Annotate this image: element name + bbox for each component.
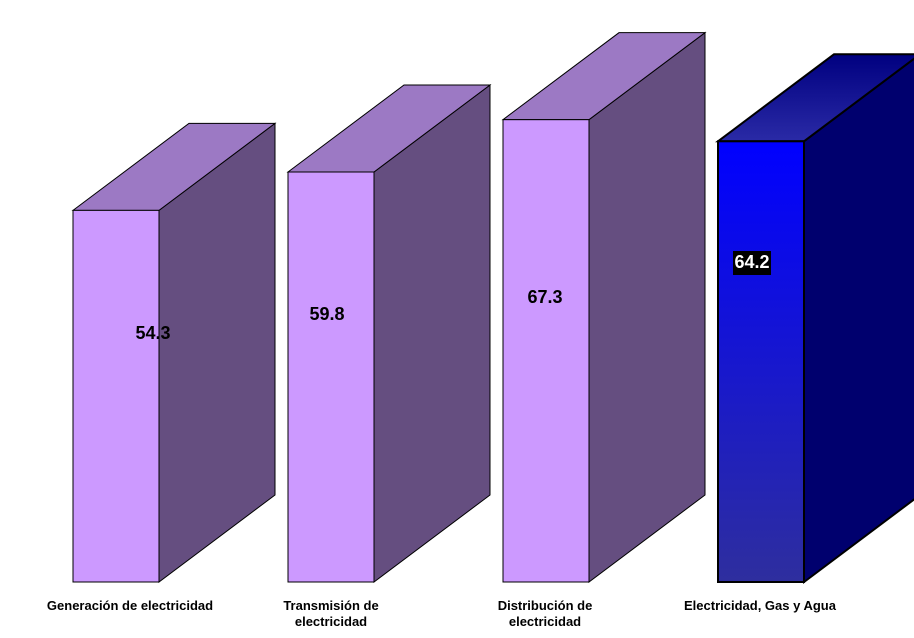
category-label-line: electricidad bbox=[509, 614, 581, 629]
bar-value-label: 54.3 bbox=[135, 323, 170, 343]
bar-value-label: 59.8 bbox=[309, 304, 344, 324]
bar-front-face bbox=[502, 119, 590, 583]
bar-value-label-background bbox=[733, 251, 771, 275]
bar-4: 64.2 bbox=[714, 53, 914, 584]
bar-value-label: 64.2 bbox=[734, 252, 769, 272]
category-label-line: Distribución de bbox=[498, 598, 593, 613]
bar-front-face bbox=[287, 171, 375, 583]
category-label-line: Electricidad, Gas y Agua bbox=[684, 598, 837, 613]
bar-1: 54.3 bbox=[71, 122, 277, 583]
bar-side-face bbox=[803, 57, 914, 584]
category-label-line: Generación de electricidad bbox=[47, 598, 213, 613]
bar-value-label: 67.3 bbox=[527, 287, 562, 307]
bar-3: 67.3 bbox=[501, 31, 707, 583]
category-label: Electricidad, Gas y Agua bbox=[684, 598, 837, 613]
category-label-line: electricidad bbox=[295, 614, 367, 629]
bar-front-face bbox=[717, 140, 805, 583]
category-label: Generación de electricidad bbox=[47, 598, 213, 613]
category-label-line: Transmisión de bbox=[283, 598, 378, 613]
bars-layer: 54.3 59.8 67.3 64.2 bbox=[71, 31, 914, 584]
bar-2: 59.8 bbox=[286, 83, 492, 583]
category-labels: Generación de electricidad Transmisión de… bbox=[47, 598, 837, 629]
category-label: Transmisión de electricidad bbox=[283, 598, 378, 629]
bar-front-face bbox=[72, 209, 160, 583]
category-label: Distribución de electricidad bbox=[498, 598, 593, 629]
bar-side-face bbox=[588, 31, 706, 583]
